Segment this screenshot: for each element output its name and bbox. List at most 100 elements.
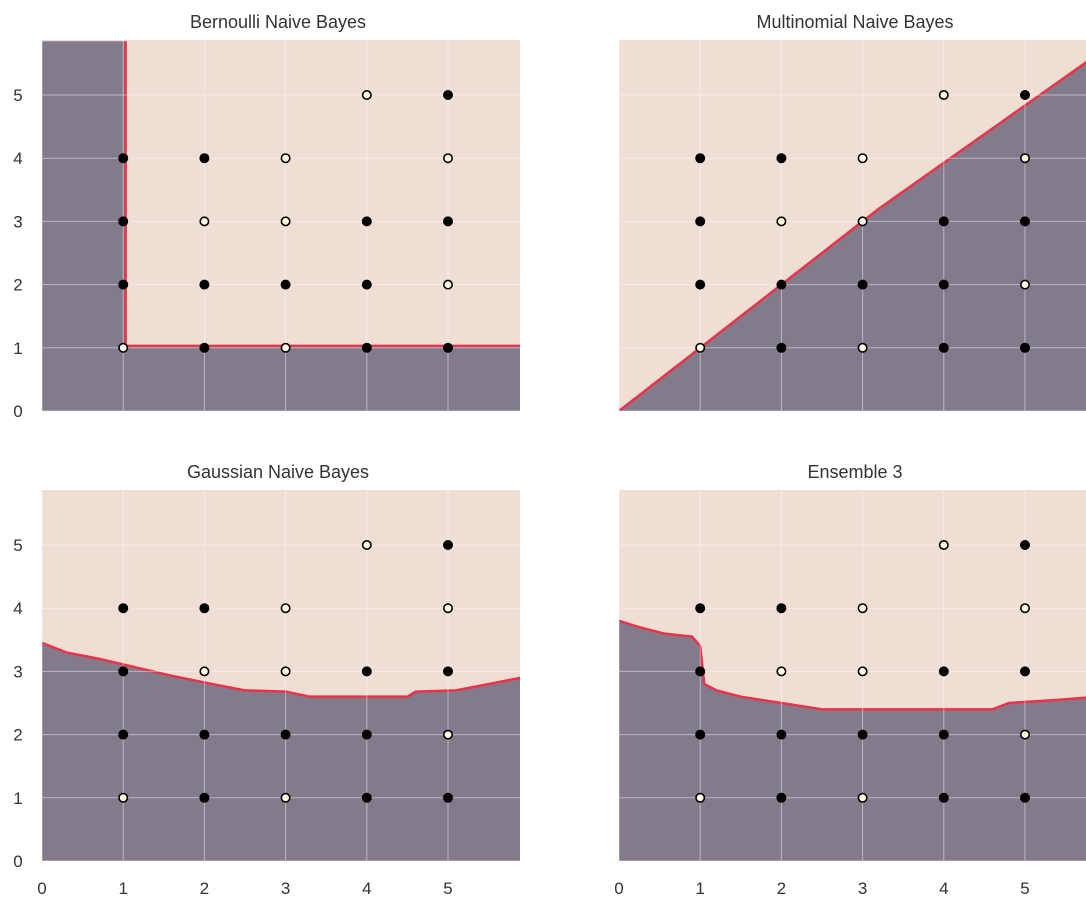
- data-point-class-0: [776, 342, 787, 353]
- data-point-class-1: [695, 792, 706, 803]
- data-point-class-0: [776, 729, 787, 740]
- data-point-class-0: [1020, 342, 1031, 353]
- data-point-class-0: [442, 666, 453, 677]
- data-point-class-0: [361, 279, 372, 290]
- data-point-class-1: [857, 666, 868, 677]
- data-point-class-1: [361, 539, 372, 550]
- data-point-class-0: [442, 90, 453, 101]
- y-tick-label: 0: [13, 402, 22, 421]
- data-point-class-0: [695, 153, 706, 164]
- x-tick-label: 1: [118, 879, 127, 898]
- data-point-class-0: [361, 342, 372, 353]
- decision-boundary: [619, 619, 1086, 711]
- data-point-class-0: [776, 153, 787, 164]
- data-point-class-0: [280, 729, 291, 740]
- x-tick-label: 0: [614, 879, 623, 898]
- y-tick-label: 3: [13, 662, 22, 681]
- subplot-1: Multinomial Naive Bayes: [619, 12, 1086, 411]
- data-point-class-1: [280, 666, 291, 677]
- subplot-title: Multinomial Naive Bayes: [756, 12, 953, 32]
- x-tick-label: 3: [858, 879, 867, 898]
- x-tick-label: 1: [695, 879, 704, 898]
- data-point-class-1: [857, 792, 868, 803]
- data-point-class-0: [442, 792, 453, 803]
- x-tick-label: 5: [443, 879, 452, 898]
- data-point-class-0: [442, 216, 453, 227]
- data-point-class-0: [199, 729, 210, 740]
- data-point-class-0: [695, 216, 706, 227]
- data-point-class-0: [361, 666, 372, 677]
- data-point-class-0: [118, 216, 129, 227]
- data-point-class-1: [1019, 729, 1030, 740]
- region-class-0: [619, 620, 1086, 861]
- data-point-class-1: [938, 539, 949, 550]
- data-point-class-1: [1019, 153, 1030, 164]
- data-point-class-0: [361, 216, 372, 227]
- region-class-0: [42, 41, 520, 411]
- data-point-class-0: [118, 279, 129, 290]
- subplot-2: Gaussian Naive Bayes 0 1 2 3 4 5 0 1 2 3 4 5: [13, 462, 520, 898]
- data-point-class-1: [938, 90, 949, 101]
- subplot-3: Ensemble 3 0 1 2 3 4 5: [614, 462, 1086, 898]
- data-point-class-0: [938, 792, 949, 803]
- data-point-class-0: [938, 279, 949, 290]
- plot-area: [619, 490, 1086, 861]
- data-point-class-0: [1020, 216, 1031, 227]
- data-point-class-0: [442, 540, 453, 551]
- subplot-title: Bernoulli Naive Bayes: [190, 12, 366, 32]
- data-point-class-0: [1020, 540, 1031, 551]
- data-point-class-0: [1020, 90, 1031, 101]
- x-tick-label: 0: [37, 879, 46, 898]
- data-point-class-0: [118, 603, 129, 614]
- data-point-class-1: [857, 216, 868, 227]
- y-tick-label: 4: [13, 599, 22, 618]
- x-tick-label: 4: [939, 879, 948, 898]
- data-point-class-1: [118, 792, 129, 803]
- data-point-class-1: [199, 216, 210, 227]
- data-point-class-1: [199, 666, 210, 677]
- y-tick-label: 3: [13, 212, 22, 231]
- data-point-class-1: [776, 216, 787, 227]
- decision-boundary: [42, 641, 520, 698]
- x-tick-label: 4: [362, 879, 371, 898]
- data-point-class-0: [118, 153, 129, 164]
- data-point-class-0: [776, 279, 787, 290]
- y-tick-label: 5: [13, 86, 22, 105]
- y-tick-label: 1: [13, 789, 22, 808]
- plot-area: [619, 40, 1086, 411]
- plot-area: [42, 490, 520, 861]
- data-point-class-1: [857, 153, 868, 164]
- data-point-class-0: [280, 279, 291, 290]
- data-point-class-1: [857, 342, 868, 353]
- data-point-class-1: [280, 342, 291, 353]
- data-point-class-1: [695, 342, 706, 353]
- data-point-class-1: [1019, 603, 1030, 614]
- data-point-class-0: [776, 603, 787, 614]
- data-point-class-0: [1020, 666, 1031, 677]
- data-point-class-0: [199, 342, 210, 353]
- data-point-class-0: [361, 729, 372, 740]
- decision-boundary: [619, 60, 1086, 411]
- data-point-class-0: [938, 729, 949, 740]
- data-point-class-0: [1020, 792, 1031, 803]
- x-tick-label: 3: [281, 879, 290, 898]
- data-point-class-0: [857, 279, 868, 290]
- x-tick-label: 2: [200, 879, 209, 898]
- data-point-class-0: [938, 666, 949, 677]
- data-point-class-0: [695, 279, 706, 290]
- data-point-class-0: [776, 792, 787, 803]
- data-point-class-1: [442, 153, 453, 164]
- subplot-title: Gaussian Naive Bayes: [187, 462, 369, 482]
- region-class-0: [619, 62, 1086, 411]
- data-point-class-1: [280, 153, 291, 164]
- data-point-class-1: [442, 279, 453, 290]
- data-point-class-1: [280, 216, 291, 227]
- y-tick-label: 1: [13, 339, 22, 358]
- data-point-class-1: [442, 729, 453, 740]
- subplot-0: Bernoulli Naive Bayes 0 1 2 3 4 5: [13, 12, 520, 421]
- data-point-class-0: [938, 342, 949, 353]
- data-point-class-0: [695, 729, 706, 740]
- y-tick-label: 4: [13, 149, 22, 168]
- data-point-class-1: [280, 792, 291, 803]
- data-point-class-0: [199, 153, 210, 164]
